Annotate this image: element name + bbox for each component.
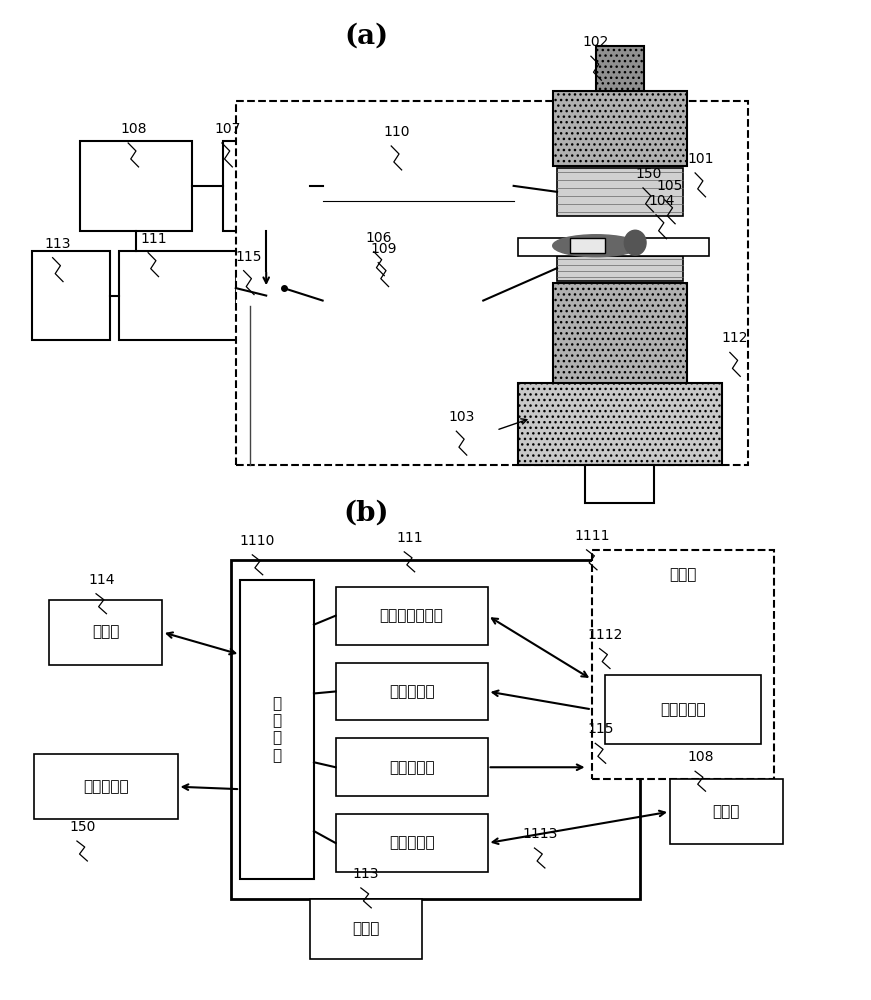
FancyBboxPatch shape [236,271,284,306]
Ellipse shape [553,235,639,257]
FancyBboxPatch shape [670,779,783,844]
Text: 112: 112 [722,331,748,345]
Text: 103: 103 [449,410,475,424]
FancyBboxPatch shape [557,256,683,281]
FancyBboxPatch shape [223,141,309,231]
Text: 108: 108 [120,122,146,136]
Text: 1112: 1112 [587,628,623,642]
Text: 主
控
制
部: 主 控 制 部 [273,696,281,763]
Text: 113: 113 [44,237,71,251]
FancyBboxPatch shape [553,91,687,166]
Text: 显示控制部: 显示控制部 [388,836,435,851]
Text: 108: 108 [687,750,713,764]
FancyBboxPatch shape [34,754,178,819]
FancyBboxPatch shape [335,814,488,872]
FancyBboxPatch shape [322,256,483,345]
Text: 114: 114 [88,573,114,587]
Text: 存储部: 存储部 [353,921,380,936]
FancyBboxPatch shape [335,587,488,645]
Text: 序列控制部: 序列控制部 [388,684,435,699]
Text: 115: 115 [587,722,614,736]
Text: 109: 109 [370,242,396,256]
Text: 107: 107 [214,122,240,136]
Text: 150: 150 [635,167,661,181]
FancyBboxPatch shape [596,46,644,91]
FancyBboxPatch shape [118,251,267,340]
Text: 101: 101 [687,152,713,166]
Text: 105: 105 [657,179,683,193]
Text: 104: 104 [648,194,674,208]
FancyBboxPatch shape [240,580,314,879]
Text: 操作部: 操作部 [91,625,119,640]
FancyBboxPatch shape [571,238,604,253]
Text: 111: 111 [396,531,422,545]
FancyBboxPatch shape [309,899,422,959]
Text: 体动处理部: 体动处理部 [388,760,435,775]
Text: 115: 115 [235,250,262,264]
FancyBboxPatch shape [31,251,110,340]
Text: 内部监视器: 内部监视器 [660,702,706,717]
Text: 111: 111 [140,232,166,246]
FancyBboxPatch shape [518,383,722,465]
Text: (b): (b) [343,499,388,526]
Text: 106: 106 [366,231,392,245]
FancyBboxPatch shape [604,675,761,744]
Text: 113: 113 [353,867,379,881]
FancyBboxPatch shape [236,101,748,465]
Text: 102: 102 [583,35,610,49]
Text: 外部监视器: 外部监视器 [84,779,129,794]
FancyBboxPatch shape [335,738,488,796]
FancyBboxPatch shape [79,141,192,231]
FancyBboxPatch shape [335,663,488,720]
FancyBboxPatch shape [322,136,514,236]
Text: 1111: 1111 [574,529,610,543]
FancyBboxPatch shape [49,600,162,665]
FancyBboxPatch shape [518,238,709,256]
Ellipse shape [625,230,646,255]
FancyBboxPatch shape [557,168,683,216]
FancyBboxPatch shape [232,560,639,899]
Text: 显示部: 显示部 [712,804,740,819]
Text: 110: 110 [383,125,409,139]
Text: 摄像条件设定部: 摄像条件设定部 [380,608,443,623]
FancyBboxPatch shape [553,283,687,385]
Text: 摄像部: 摄像部 [669,567,697,582]
Text: 1113: 1113 [522,827,557,841]
Text: (a): (a) [344,23,388,50]
Text: 1110: 1110 [240,534,275,548]
FancyBboxPatch shape [584,465,654,503]
FancyBboxPatch shape [591,550,774,779]
Text: 150: 150 [69,820,95,834]
